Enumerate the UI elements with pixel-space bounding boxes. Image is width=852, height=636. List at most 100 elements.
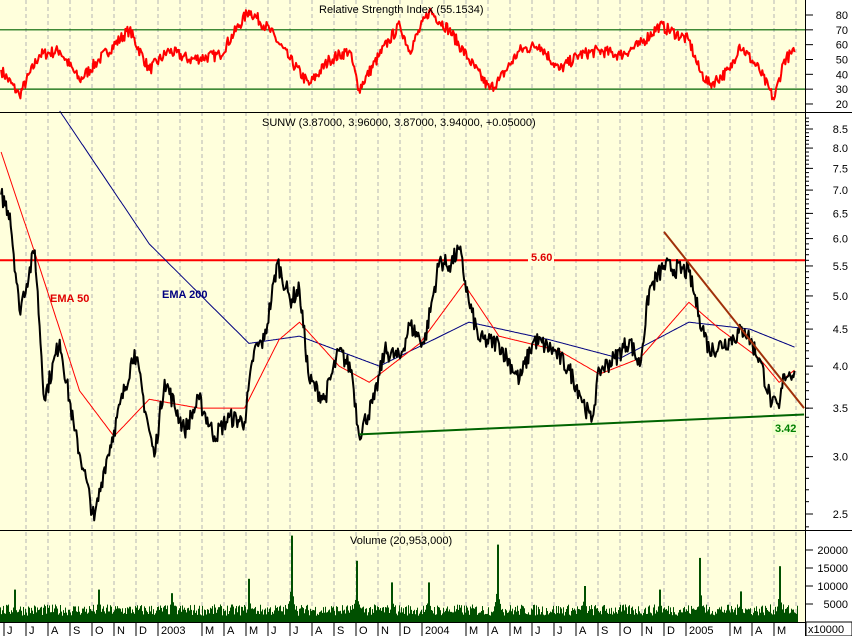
volume-bar bbox=[485, 613, 486, 622]
volume-bar bbox=[391, 582, 392, 622]
volume-bar bbox=[475, 607, 476, 622]
volume-bar bbox=[740, 591, 741, 622]
volume-bar bbox=[738, 607, 739, 622]
volume-bar bbox=[736, 614, 737, 622]
volume-bar bbox=[685, 611, 686, 622]
volume-bar bbox=[522, 605, 523, 622]
volume-bar bbox=[548, 614, 549, 622]
volume-bar bbox=[694, 609, 695, 622]
volume-bar bbox=[243, 610, 244, 622]
volume-bar bbox=[246, 612, 247, 622]
volume-bar bbox=[632, 606, 633, 622]
volume-bar bbox=[713, 614, 714, 622]
volume-bar bbox=[534, 604, 535, 622]
volume-bar bbox=[474, 608, 475, 622]
price-tick-label: 6.0 bbox=[833, 234, 848, 246]
volume-bar bbox=[795, 613, 796, 622]
x-axis-label: M bbox=[205, 625, 214, 636]
volume-bar bbox=[77, 611, 78, 622]
volume-bar bbox=[185, 609, 186, 622]
volume-bar bbox=[81, 613, 82, 622]
volume-bar bbox=[623, 604, 624, 622]
volume-bar bbox=[690, 613, 691, 622]
volume-bar bbox=[703, 605, 704, 622]
volume-bar bbox=[290, 591, 291, 622]
volume-bar bbox=[197, 614, 198, 622]
volume-bar bbox=[206, 614, 207, 622]
volume-bar bbox=[374, 604, 375, 622]
volume-bar bbox=[151, 605, 152, 622]
volume-bar bbox=[411, 609, 412, 622]
volume-bar bbox=[146, 610, 147, 622]
volume-bar bbox=[32, 610, 33, 622]
volume-bar bbox=[489, 615, 490, 622]
volume-bar bbox=[726, 610, 727, 622]
volume-bar bbox=[214, 604, 215, 622]
volume-bar bbox=[9, 611, 10, 622]
volume-bar bbox=[21, 610, 22, 622]
volume-bar bbox=[542, 606, 543, 622]
volume-bar bbox=[183, 609, 184, 622]
volume-bar bbox=[452, 612, 453, 622]
volume-bar bbox=[528, 612, 529, 622]
volume-bar bbox=[94, 611, 95, 622]
volume-bar bbox=[577, 606, 578, 622]
volume-bar bbox=[30, 613, 31, 622]
volume-bar bbox=[212, 606, 213, 622]
volume-bar bbox=[198, 608, 199, 622]
volume-bar bbox=[491, 611, 492, 622]
volume-bar bbox=[468, 610, 469, 622]
volume-bar bbox=[689, 613, 690, 622]
volume-bar bbox=[524, 608, 525, 622]
volume-bar bbox=[341, 613, 342, 622]
volume-bar bbox=[729, 610, 730, 622]
volume-bar bbox=[240, 615, 241, 622]
volume-bar bbox=[544, 615, 545, 622]
volume-bar bbox=[401, 607, 402, 622]
volume-bar bbox=[68, 609, 69, 622]
volume-bar bbox=[105, 613, 106, 622]
volume-bar bbox=[168, 614, 169, 622]
volume-bar bbox=[768, 611, 769, 622]
volume-bar bbox=[369, 607, 370, 622]
volume-bar bbox=[171, 593, 172, 622]
volume-bar bbox=[247, 609, 248, 622]
x-axis-label: A bbox=[491, 625, 499, 636]
volume-bar bbox=[497, 544, 498, 622]
volume-bar bbox=[85, 611, 86, 622]
x-axis-label: N bbox=[645, 625, 653, 636]
volume-bar bbox=[536, 605, 537, 622]
volume-bar bbox=[490, 615, 491, 622]
price-tick-label: 5.0 bbox=[833, 291, 848, 303]
volume-bar bbox=[404, 613, 405, 622]
volume-bar bbox=[791, 608, 792, 622]
volume-bar bbox=[750, 608, 751, 622]
x-axis-label: O bbox=[95, 625, 104, 636]
volume-bar bbox=[275, 605, 276, 622]
volume-bar bbox=[294, 604, 295, 622]
volume-bar bbox=[365, 608, 366, 622]
volume-bar bbox=[396, 613, 397, 622]
volume-bar bbox=[190, 605, 191, 622]
volume-bar bbox=[356, 560, 357, 622]
volume-bar bbox=[172, 593, 173, 622]
volume-bar bbox=[316, 615, 317, 622]
volume-bar bbox=[153, 609, 154, 622]
volume-bar bbox=[592, 609, 593, 622]
volume-bar bbox=[207, 609, 208, 622]
volume-bar bbox=[114, 610, 115, 622]
volume-bar bbox=[503, 612, 504, 622]
volume-bar bbox=[72, 611, 73, 622]
volume-bar bbox=[400, 612, 401, 622]
volume-bar bbox=[447, 606, 448, 622]
volume-bar bbox=[709, 606, 710, 622]
volume-bar bbox=[531, 608, 532, 622]
volume-bar bbox=[44, 604, 45, 622]
price-line bbox=[0, 187, 796, 522]
volume-bar bbox=[117, 606, 118, 622]
volume-bar bbox=[234, 614, 235, 622]
volume-bar bbox=[326, 612, 327, 622]
volume-bar bbox=[586, 606, 587, 622]
volume-bar bbox=[728, 604, 729, 622]
